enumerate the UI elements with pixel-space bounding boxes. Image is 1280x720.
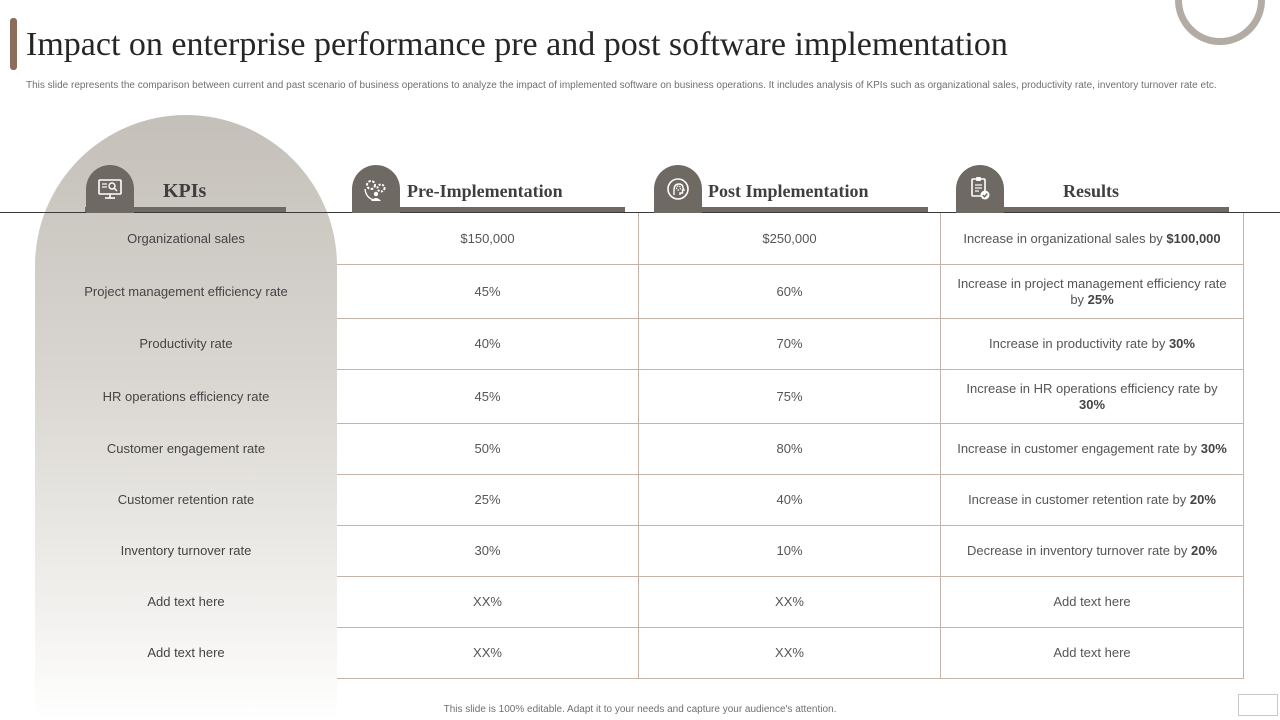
result-cell: Increase in productivity rate by 30% <box>989 336 1195 351</box>
pre-value: XX% <box>337 577 639 627</box>
slide-title: Impact on enterprise performance pre and… <box>26 26 1008 63</box>
corner-placeholder-box <box>1238 694 1278 716</box>
table-row: $150,000 $250,000 Increase in organizati… <box>337 213 1243 265</box>
post-value: 60% <box>639 265 941 318</box>
decorative-ring <box>1175 0 1265 45</box>
head-gear-icon <box>654 165 702 213</box>
pre-value: 25% <box>337 475 639 525</box>
result-cell: Increase in project management efficienc… <box>957 275 1227 307</box>
pre-value: 50% <box>337 424 639 474</box>
footer-text: This slide is 100% editable. Adapt it to… <box>443 704 837 715</box>
pre-value: 40% <box>337 319 639 369</box>
table-row: 25% 40% Increase in customer retention r… <box>337 475 1243 526</box>
kpi-cell: Customer retention rate <box>117 492 255 507</box>
post-header-bar <box>654 207 928 212</box>
post-value: 75% <box>639 370 941 423</box>
monitor-search-icon <box>86 165 134 213</box>
result-cell: Increase in HR operations efficiency rat… <box>966 380 1218 412</box>
kpi-cell: Add text here <box>147 644 225 660</box>
result-cell: Add text here <box>1053 645 1131 660</box>
kpi-header-bar <box>85 207 286 212</box>
pre-value: 45% <box>337 370 639 423</box>
pre-header-bar <box>352 207 625 212</box>
pre-value: $150,000 <box>337 213 639 264</box>
kpi-cell: Add text here <box>147 594 225 609</box>
header-divider <box>0 212 1280 213</box>
post-value: XX% <box>639 628 941 678</box>
gears-person-icon <box>352 165 400 213</box>
result-cell: Add text here <box>1053 594 1131 609</box>
kpi-column-arch <box>35 115 337 720</box>
pre-value: 30% <box>337 526 639 576</box>
comparison-table: $150,000 $250,000 Increase in organizati… <box>337 213 1244 679</box>
result-cell: Increase in customer engagement rate by … <box>957 441 1227 456</box>
table-row: 45% 75% Increase in HR operations effici… <box>337 370 1243 424</box>
kpi-cell: Project management efficiency rate <box>84 283 288 299</box>
header-pre-implementation: Pre-Implementation <box>407 181 563 201</box>
post-value: 70% <box>639 319 941 369</box>
kpi-column: Organizational sales Project management … <box>35 213 337 678</box>
post-value: $250,000 <box>639 213 941 264</box>
slide-subtitle: This slide represents the comparison bet… <box>26 80 1217 91</box>
kpi-cell: Customer engagement rate <box>106 441 266 456</box>
clipboard-check-icon <box>956 165 1004 213</box>
title-accent-bar <box>10 18 17 70</box>
result-cell: Decrease in inventory turnover rate by 2… <box>966 543 1218 558</box>
result-cell: Increase in organizational sales by $100… <box>963 230 1221 246</box>
post-value: 40% <box>639 475 941 525</box>
table-row: 50% 80% Increase in customer engagement … <box>337 424 1243 475</box>
header-results: Results <box>1063 181 1120 201</box>
post-value: XX% <box>639 577 941 627</box>
post-value: 10% <box>639 526 941 576</box>
table-row: 45% 60% Increase in project management e… <box>337 265 1243 319</box>
header-kpis: KPIs <box>163 180 207 202</box>
post-value: 80% <box>639 424 941 474</box>
table-row: 30% 10% Decrease in inventory turnover r… <box>337 526 1243 577</box>
table-row: XX% XX% Add text here <box>337 577 1243 628</box>
pre-value: XX% <box>337 628 639 678</box>
results-header-bar <box>956 207 1229 212</box>
kpi-cell: HR operations efficiency rate <box>102 388 270 404</box>
footer-note: This slide is 100% editable. Adapt it to… <box>0 704 1280 715</box>
header-post-implementation: Post Implementation <box>708 181 869 201</box>
kpi-cell: Productivity rate <box>139 336 233 351</box>
pre-value: 45% <box>337 265 639 318</box>
table-row: 40% 70% Increase in productivity rate by… <box>337 319 1243 370</box>
kpi-cell: Inventory turnover rate <box>120 543 252 558</box>
table-row: XX% XX% Add text here <box>337 628 1243 679</box>
result-cell: Increase in customer retention rate by 2… <box>968 492 1216 507</box>
kpi-cell: Organizational sales <box>127 230 245 246</box>
